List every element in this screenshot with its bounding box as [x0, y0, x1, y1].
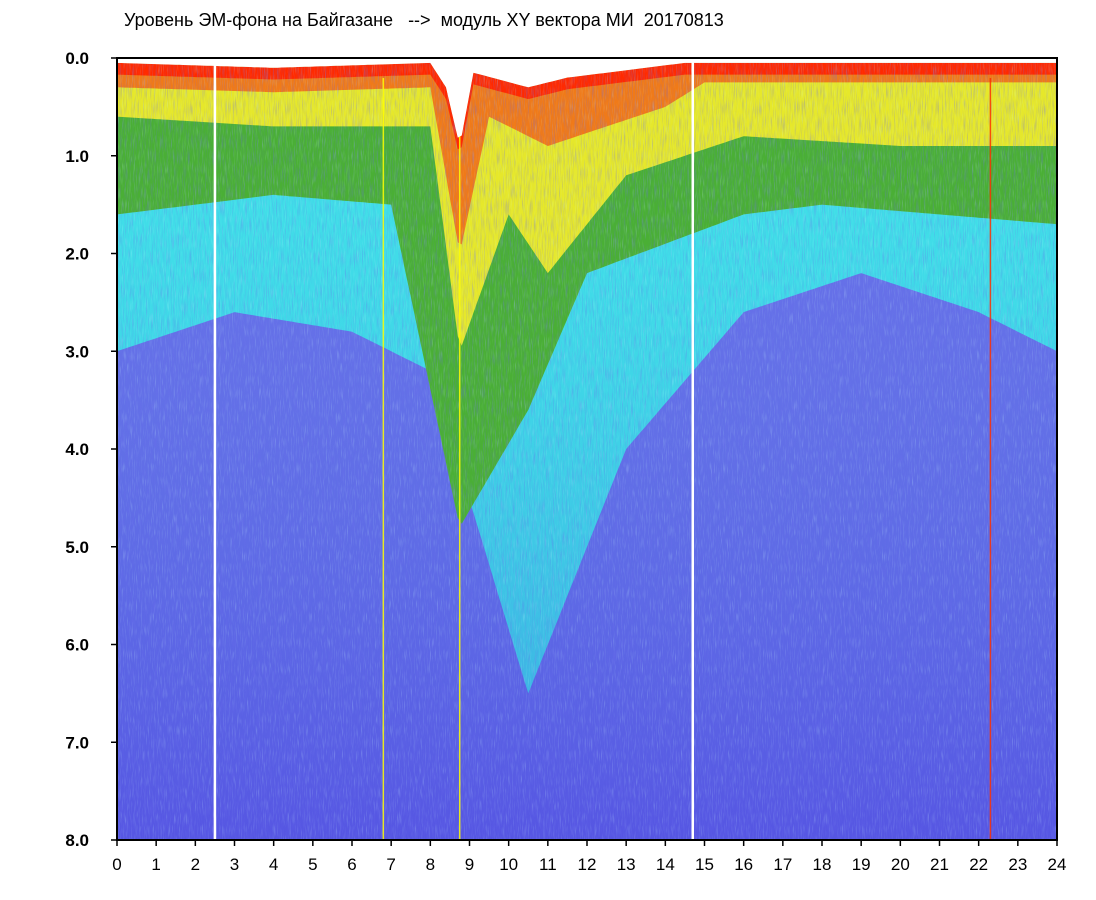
- y-axis: 0.0 1.0 2.0 3.0 4.0 5.0 6.0 7.0 8.0: [65, 49, 117, 850]
- x-tick-label: 7: [386, 855, 395, 874]
- y-tick-label: 0.0: [65, 49, 89, 68]
- x-tick-label: 23: [1008, 855, 1027, 874]
- x-tick-label: 20: [891, 855, 910, 874]
- x-tick-label: 15: [695, 855, 714, 874]
- x-tick-label: 8: [426, 855, 435, 874]
- x-tick-label: 22: [969, 855, 988, 874]
- chart-title: Уровень ЭМ-фона на Байгазане --> модуль …: [124, 10, 724, 30]
- x-tick-label: 21: [930, 855, 949, 874]
- x-tick-label: 13: [617, 855, 636, 874]
- x-tick-label: 4: [269, 855, 278, 874]
- x-tick-label: 12: [578, 855, 597, 874]
- y-tick-label: 5.0: [65, 538, 89, 557]
- x-tick-label: 6: [347, 855, 356, 874]
- x-tick-label: 11: [539, 855, 557, 874]
- x-tick-label: 18: [813, 855, 832, 874]
- x-tick-label: 3: [230, 855, 239, 874]
- no-data-region: [117, 58, 1057, 138]
- x-axis: 0 1 2 3 4 5 6 7 8 9 10 11 12 13 14 15 16 17 18 19 20 21 22 23 24: [112, 840, 1066, 874]
- y-tick-label: 4.0: [65, 440, 89, 459]
- y-tick-label: 6.0: [65, 636, 89, 655]
- speckle-cyan: [117, 58, 1057, 840]
- x-tick-label: 10: [499, 855, 518, 874]
- x-tick-label: 19: [852, 855, 871, 874]
- x-tick-label: 17: [773, 855, 792, 874]
- x-tick-label: 5: [308, 855, 317, 874]
- x-tick-label: 24: [1048, 855, 1067, 874]
- x-tick-label: 1: [151, 855, 160, 874]
- x-tick-label: 14: [656, 855, 675, 874]
- x-tick-label: 16: [734, 855, 753, 874]
- x-tick-label: 0: [112, 855, 121, 874]
- x-tick-label: 2: [191, 855, 200, 874]
- y-tick-label: 2.0: [65, 245, 89, 264]
- plot-area: [117, 58, 1057, 840]
- y-tick-label: 3.0: [65, 342, 89, 361]
- y-tick-label: 8.0: [65, 831, 89, 850]
- y-tick-label: 7.0: [65, 733, 89, 752]
- x-tick-label: 9: [465, 855, 474, 874]
- y-tick-label: 1.0: [65, 147, 89, 166]
